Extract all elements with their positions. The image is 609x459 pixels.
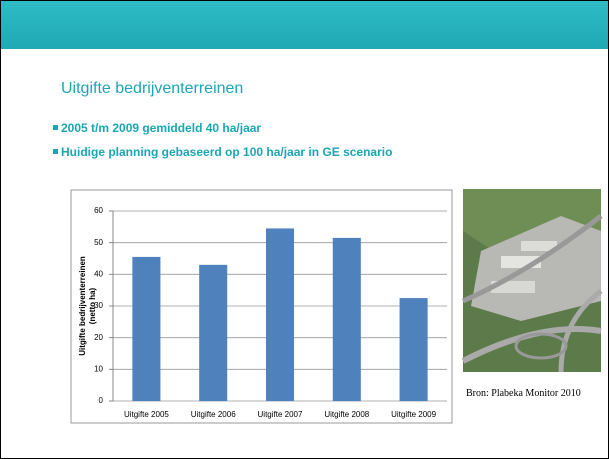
- y-tick-label: 10: [94, 364, 103, 373]
- y-tick-label: 20: [94, 333, 103, 342]
- bar: [199, 265, 227, 401]
- bar: [266, 228, 294, 401]
- y-tick-label: 0: [99, 396, 104, 405]
- y-axis-label: Uitgifte bedrijventerreinen: [78, 256, 87, 356]
- x-tick-label: Uitgifte 2008: [324, 410, 369, 419]
- photo-caption: Bron: Plabeka Monitor 2010: [466, 386, 606, 401]
- x-tick-label: Uitgifte 2007: [258, 410, 303, 419]
- chart-frame: [71, 190, 452, 423]
- bar: [333, 238, 361, 401]
- y-axis-label: (netto ha): [88, 287, 97, 324]
- x-tick-label: Uitgifte 2009: [391, 410, 436, 419]
- bar: [400, 298, 428, 401]
- slide: Uitgifte bedrijventerreinen 2005 t/m 200…: [0, 0, 609, 459]
- x-tick-label: Uitgifte 2006: [191, 410, 236, 419]
- photo: [463, 189, 601, 372]
- y-tick-label: 40: [94, 269, 103, 278]
- y-tick-label: 50: [94, 238, 103, 247]
- x-tick-label: Uitgifte 2005: [124, 410, 169, 419]
- bar: [132, 257, 160, 401]
- y-tick-label: 60: [94, 206, 103, 215]
